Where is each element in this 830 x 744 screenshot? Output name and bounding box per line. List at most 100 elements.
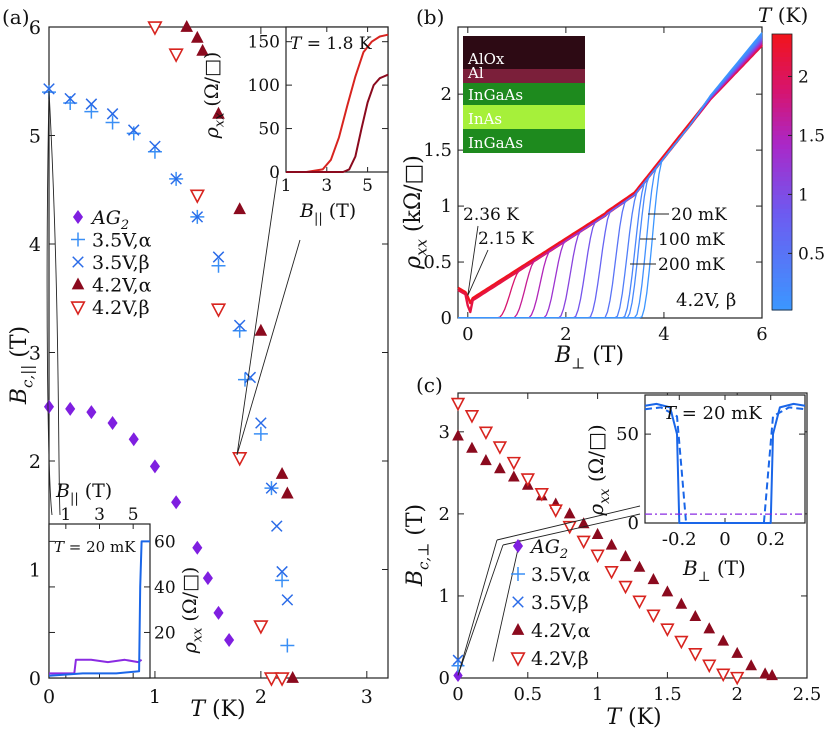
colorbar-strip — [772, 116, 792, 122]
panel-a-legend-label: 3.5V,α — [92, 230, 152, 252]
panel-c-marker-4.2V,β — [604, 565, 619, 580]
panel-a-marker-3.5V,α — [253, 426, 268, 441]
inset-top-xlabel: B|| (T) — [299, 200, 356, 227]
panel-c-marker-4.2V,α — [675, 597, 688, 609]
panel-a-marker-3.5V,α — [105, 115, 120, 130]
inset-bottom-curve-3.5V — [48, 540, 150, 677]
panel-a-y-ticklabel: 3 — [29, 343, 41, 365]
panel-a-y-ticklabel: 1 — [29, 560, 41, 582]
panel-b-xlabel: B⊥ (T) — [554, 343, 624, 373]
panel-a-marker-3.5V,α — [275, 573, 290, 588]
inset-top-ylabel: ρxx (Ω/□) — [201, 52, 228, 140]
panel-c-marker-4.2V,β — [716, 668, 731, 683]
panel-c-marker-4.2V,α — [717, 634, 730, 646]
panel-c-xlabel: T (K) — [606, 705, 661, 730]
inset-c-xlabel-main: B — [682, 556, 698, 580]
colorbar-strip — [772, 291, 792, 297]
panel-a-marker-AG2 — [107, 416, 118, 431]
colorbar-strip — [772, 121, 792, 127]
colorbar-strip — [772, 135, 792, 141]
inset-bottom-leader — [46, 90, 61, 516]
panel-a-marker-3.5V,α — [280, 638, 295, 653]
panel-a-marker-4.2V,β — [263, 672, 280, 687]
panel-c-marker-4.2V,α — [452, 429, 464, 441]
colorbar-strip — [772, 277, 792, 283]
inset-bottom-xlabel-main: B — [55, 480, 70, 502]
layer-1 — [463, 69, 585, 83]
panel-c-y-ticklabel: 0 — [439, 668, 450, 689]
panel-a-marker-AG2 — [128, 432, 139, 447]
panel-b-xlabel-sub: ⊥ — [571, 355, 585, 373]
panel-b-annot-20mK: 20 mK — [671, 205, 727, 225]
inset-bottom-xlabel-unit: (T) — [79, 480, 113, 502]
panel-c-marker-4.2V,α — [766, 669, 778, 681]
panel-a-legend-label: 4.2V,α — [92, 275, 152, 297]
inset-bottom-ylabel-unit: (Ω/□) — [179, 567, 201, 628]
inset-bottom-axes — [48, 523, 151, 679]
colorbar-strip — [772, 61, 792, 67]
panel-a-marker-3.5V,β — [244, 371, 257, 384]
colorbar-strip — [772, 103, 792, 109]
panel-b-x-ticklabel: 2 — [560, 324, 571, 345]
panel-c-marker-4.2V,α — [605, 538, 618, 550]
panel-c-x-ticklabel: 1.5 — [653, 684, 682, 705]
panel-a-legend-ag-sub: 2 — [120, 218, 129, 233]
panel-c-marker-4.2V,β — [590, 549, 605, 564]
inset-c-x-ticklabel: -0.2 — [662, 529, 697, 550]
inset-top-ylabel-main: ρ — [201, 126, 223, 139]
colorbar-strip — [772, 172, 792, 178]
panel-b-x-ticklabel: 4 — [658, 324, 669, 345]
inset-bottom-y-ticklabel: 20 — [154, 623, 176, 643]
colorbar-ticklabel: 1.5 — [798, 126, 825, 146]
colorbar-strip — [772, 57, 792, 63]
panel-a-legend-label: AG2 — [90, 207, 129, 233]
panel-b-ylabel-sub: xx — [413, 239, 431, 256]
panel-a-marker-4.2V,α — [191, 30, 204, 43]
panel-c-ylabel-sub: c,⊥ — [415, 543, 433, 570]
inset-c-xlabel-sub: ⊥ — [698, 569, 711, 585]
panel-c-marker-4.2V,β — [730, 671, 745, 686]
panel-a-marker-3.5V,β — [127, 124, 140, 136]
panel-a-marker-3.5V,β — [170, 173, 182, 185]
panel-c-xlabel-var: T — [606, 705, 623, 730]
panel-a-xlabel: T (K) — [190, 697, 245, 722]
inset-c-x-ticklabel: 0 — [719, 529, 730, 550]
panel-a-legend-label: 4.2V,β — [92, 297, 150, 319]
inset-bottom-y-ticklabel: 60 — [154, 532, 176, 552]
colorbar-strip — [772, 89, 792, 95]
panel-c-marker-4.2V,β — [576, 535, 591, 550]
panel-b-ylabel: ρxx (kΩ/□) — [401, 155, 431, 270]
panel-b-xlabel-main: B — [554, 343, 571, 368]
panel-a-y-ticklabel: 5 — [29, 126, 41, 148]
colorbar-strip — [772, 264, 792, 270]
panel-b-ylabel-main: ρ — [401, 256, 426, 270]
panel-c-legend-marker — [511, 623, 525, 635]
panel-a-y-ticklabel: 4 — [29, 234, 41, 256]
colorbar-strip — [772, 139, 792, 145]
panel-b-annot-2.15K: 2.15 K — [478, 229, 534, 249]
panel-b-y-ticklabel: 2 — [441, 84, 452, 105]
panel-c-ylabel-unit: (T) — [403, 504, 428, 543]
panel-a-ylabel-sub: c,|| — [19, 365, 37, 388]
colorbar-strip — [772, 126, 792, 132]
inset-top-y-ticklabel: 0 — [269, 163, 280, 183]
panel-c-marker-4.2V,β — [478, 426, 494, 441]
layer-0 — [463, 36, 585, 69]
inset-bottom-y-ticklabel: 40 — [154, 578, 176, 598]
panel-c-marker-4.2V,β — [492, 441, 508, 455]
colorbar-strip — [772, 296, 792, 302]
panel-b-x-ticklabel: 0 — [462, 324, 473, 345]
inset-c-title-val: = 20 mK — [676, 403, 762, 424]
panel-c-marker-4.2V,α — [647, 573, 660, 585]
panel-c-x-ticklabel: 2.5 — [793, 684, 822, 705]
panel-a-ylabel: Bc,|| (T) — [7, 326, 37, 405]
panel-a-marker-3.5V,β — [281, 594, 294, 606]
panel-c-marker-4.2V,β — [464, 410, 480, 424]
panel-b-annot-2.36K: 2.36 K — [463, 205, 519, 225]
panel-b-annot-ticks — [630, 213, 669, 265]
panel-b-y-ticklabel: 1.5 — [423, 140, 452, 161]
panel-c-marker-4.2V,β — [646, 609, 661, 624]
